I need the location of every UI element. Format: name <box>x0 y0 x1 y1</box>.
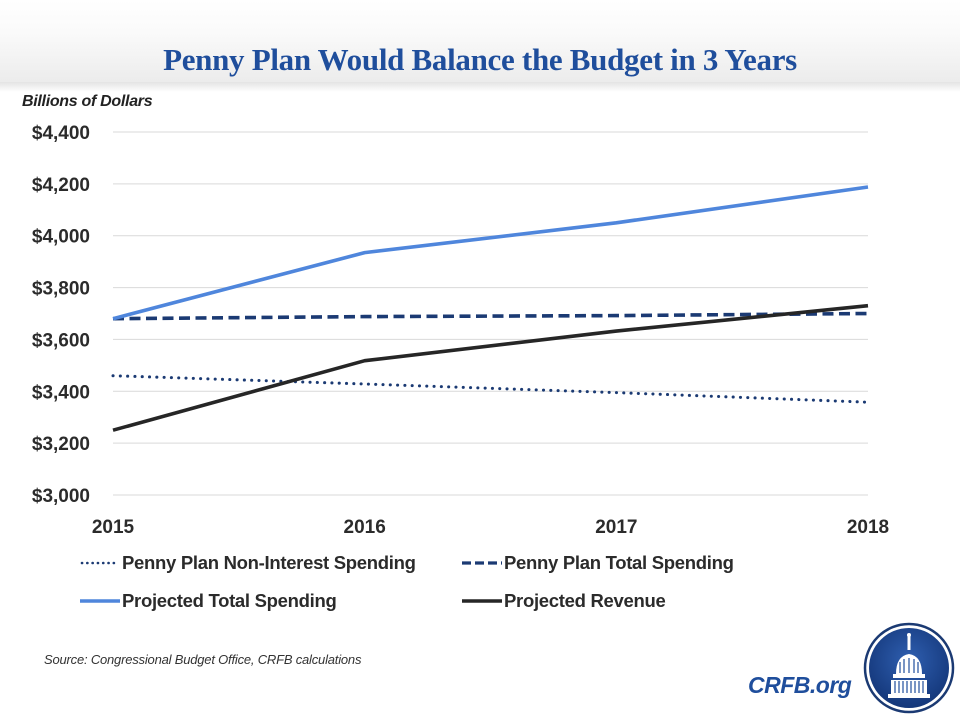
x-tick-label: 2015 <box>92 517 135 538</box>
legend-item-penny-total: Penny Plan Total Spending <box>462 552 734 574</box>
y-axis-ticks: $3,000 $3,200 $3,400 $3,600 $3,800 $4,000 $4,2… <box>32 123 90 507</box>
brand-link[interactable]: CRFB.org <box>748 672 852 698</box>
legend-swatch-solid-dark <box>462 599 502 603</box>
y-tick-label: $4,400 <box>32 123 90 144</box>
header-divider <box>0 82 960 92</box>
legend-swatch-solid-light <box>80 599 120 603</box>
y-tick-label: $3,600 <box>32 330 90 351</box>
y-tick-label: $3,800 <box>32 279 90 300</box>
series-line-projected-revenue <box>112 303 869 432</box>
y-tick-label: $4,200 <box>32 175 90 196</box>
header-band <box>0 0 960 82</box>
chart-title: Penny Plan Would Balance the Budget in 3… <box>163 42 797 77</box>
legend-item-projected-total: Projected Total Spending <box>80 590 337 612</box>
series-line-penny-plan-total-spending <box>112 311 869 321</box>
legend-label: Projected Total Spending <box>122 590 337 611</box>
x-tick-label: 2018 <box>847 517 889 538</box>
series-lines <box>111 185 870 432</box>
x-tick-label: 2017 <box>595 517 637 538</box>
x-axis-ticks: 2015 2016 2017 2018 <box>92 517 889 538</box>
gridlines <box>113 131 868 496</box>
legend-swatch-dashed <box>462 561 502 565</box>
line-chart: $3,000 $3,200 $3,400 $3,600 $3,800 $4,000 $4,2… <box>32 123 889 538</box>
legend-item-penny-non-interest: Penny Plan Non-Interest Spending <box>80 552 416 574</box>
series-line-projected-total-spending <box>112 185 869 321</box>
capitol-dome-seal-icon <box>863 622 955 714</box>
legend-item-projected-revenue: Projected Revenue <box>462 590 666 612</box>
y-tick-label: $4,000 <box>32 227 90 248</box>
x-tick-label: 2016 <box>344 517 386 538</box>
legend-label: Penny Plan Non-Interest Spending <box>122 552 416 573</box>
y-tick-label: $3,400 <box>32 382 90 403</box>
y-tick-label: $3,200 <box>32 434 90 455</box>
legend-label: Projected Revenue <box>504 590 666 611</box>
y-tick-label: $3,000 <box>32 486 90 507</box>
legend-label: Penny Plan Total Spending <box>504 552 734 573</box>
y-axis-units-label: Billions of Dollars <box>22 93 153 110</box>
source-note: Source: Congressional Budget Office, CRF… <box>44 652 362 667</box>
legend-swatch-dotted <box>80 561 120 565</box>
